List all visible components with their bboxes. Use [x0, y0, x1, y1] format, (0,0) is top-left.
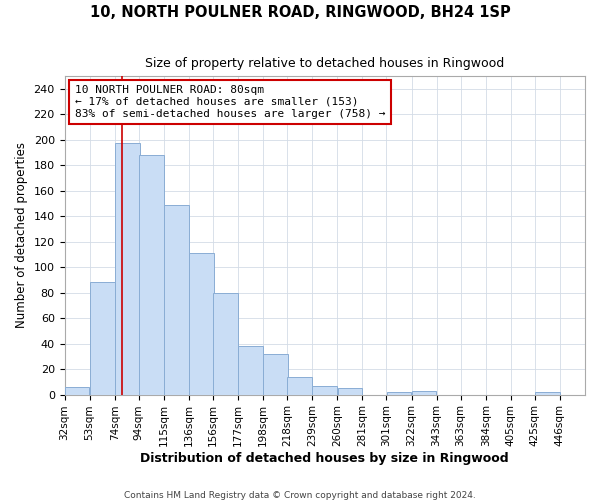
Bar [238, 346, 263, 395]
Y-axis label: Number of detached properties: Number of detached properties [15, 142, 28, 328]
Bar [412, 391, 436, 394]
Bar [213, 292, 238, 394]
Text: 10 NORTH POULNER ROAD: 80sqm
← 17% of detached houses are smaller (153)
83% of s: 10 NORTH POULNER ROAD: 80sqm ← 17% of de… [75, 86, 385, 118]
Bar [189, 253, 214, 394]
Bar [65, 387, 89, 394]
X-axis label: Distribution of detached houses by size in Ringwood: Distribution of detached houses by size … [140, 452, 509, 465]
Bar [535, 392, 560, 394]
Bar [287, 376, 312, 394]
Bar [263, 354, 288, 395]
Bar [386, 392, 412, 394]
Title: Size of property relative to detached houses in Ringwood: Size of property relative to detached ho… [145, 58, 505, 70]
Bar [90, 282, 115, 395]
Bar [338, 388, 362, 394]
Text: 10, NORTH POULNER ROAD, RINGWOOD, BH24 1SP: 10, NORTH POULNER ROAD, RINGWOOD, BH24 1… [89, 5, 511, 20]
Bar [115, 144, 140, 394]
Text: Contains HM Land Registry data © Crown copyright and database right 2024.: Contains HM Land Registry data © Crown c… [124, 490, 476, 500]
Bar [139, 155, 164, 394]
Bar [313, 386, 337, 394]
Bar [164, 204, 189, 394]
